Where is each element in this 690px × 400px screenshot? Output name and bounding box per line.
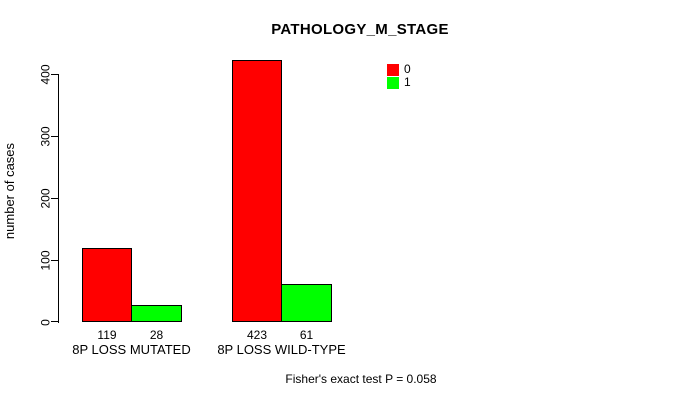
y-axis-title: number of cases bbox=[2, 142, 17, 240]
y-tick-mark bbox=[51, 74, 58, 75]
y-tick-label: 300 bbox=[38, 125, 53, 147]
legend-label: 1 bbox=[404, 75, 411, 89]
y-tick-label: 0 bbox=[38, 318, 53, 326]
bar-value-label: 423 bbox=[246, 328, 268, 342]
y-tick-label: 400 bbox=[38, 63, 53, 85]
plot-area: 0 100 200 300 400 bbox=[39, 60, 660, 325]
category-label: 8P LOSS WILD-TYPE bbox=[217, 342, 346, 357]
bar-value-label: 28 bbox=[149, 328, 164, 342]
y-tick-mark bbox=[51, 136, 58, 137]
chart-title: PATHOLOGY_M_STAGE bbox=[271, 21, 449, 38]
bar-value-label: 61 bbox=[299, 328, 314, 342]
y-tick-label: 100 bbox=[38, 249, 53, 271]
bar-8p-loss-mutated-series-0 bbox=[82, 248, 132, 322]
y-axis-line bbox=[58, 74, 59, 323]
bar-8p-loss-wild-type-series-1 bbox=[281, 284, 332, 322]
bar-value-label: 119 bbox=[97, 328, 117, 342]
y-tick-label: 200 bbox=[38, 187, 53, 209]
annotation-text: Fisher's exact test P = 0.058 bbox=[285, 372, 437, 386]
legend-item: 1 bbox=[387, 76, 411, 89]
legend-item: 0 bbox=[387, 63, 411, 76]
bar-8p-loss-wild-type-series-0 bbox=[232, 60, 282, 322]
bar-8p-loss-mutated-series-1 bbox=[131, 305, 182, 322]
y-tick-mark bbox=[51, 321, 58, 322]
y-tick-mark bbox=[51, 198, 58, 199]
legend-swatch-icon bbox=[387, 63, 399, 76]
y-tick-mark bbox=[51, 260, 58, 261]
category-label: 8P LOSS MUTATED bbox=[72, 342, 191, 357]
legend-swatch-icon bbox=[387, 76, 399, 89]
legend-label: 0 bbox=[404, 62, 411, 76]
